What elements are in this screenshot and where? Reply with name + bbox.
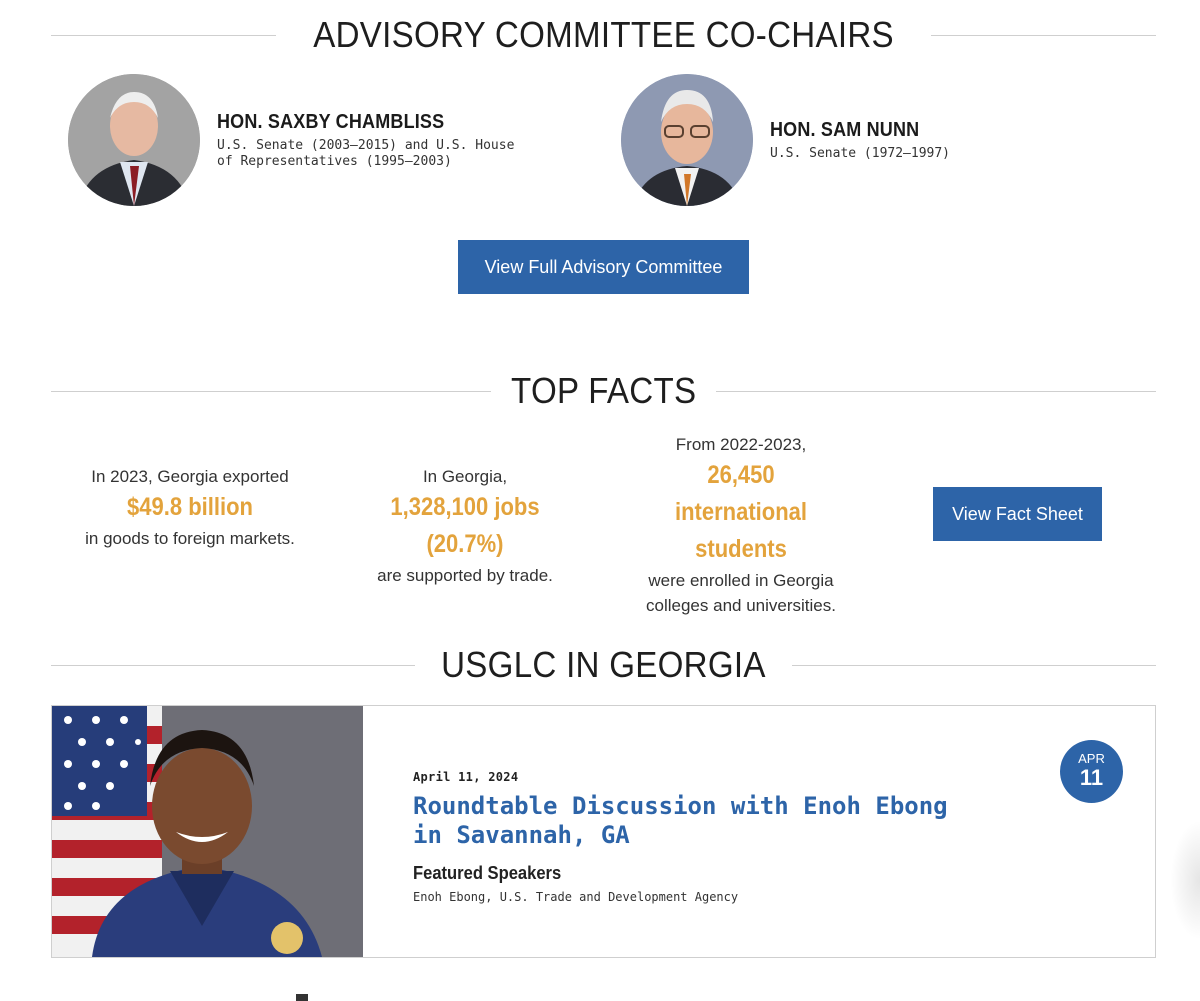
facts-section-heading: TOP FACTS	[51, 370, 1157, 412]
cochair-role: U.S. Senate (1972–1997)	[770, 145, 951, 161]
heading-rule-right	[716, 390, 1157, 392]
cochair-nunn: HON. SAM NUNN U.S. Senate (1972–1997)	[621, 74, 950, 206]
featured-speakers: Enoh Ebong, U.S. Trade and Development A…	[413, 890, 739, 904]
event-title-link[interactable]: Roundtable Discussion with Enoh Ebong in…	[413, 792, 948, 849]
advisory-heading: ADVISORY COMMITTEE CO-CHAIRS	[313, 14, 894, 55]
heading-rule-right	[791, 664, 1156, 666]
fact-pre: From 2022-2023,	[675, 435, 807, 454]
fact-highlight: 26,450 international students	[674, 461, 807, 563]
event-date: April 11, 2024	[413, 770, 519, 784]
cut-off-content	[296, 994, 308, 1001]
fact-highlight: 1,328,100 jobs (20.7%)	[390, 493, 540, 558]
scroll-edge-shadow	[1170, 820, 1200, 940]
event-card[interactable]: April 11, 2024 Roundtable Discussion wit…	[51, 705, 1156, 958]
cochair-role: U.S. Senate (2003–2015) and U.S. House o…	[217, 137, 515, 169]
cochair-name: HON. SAM NUNN	[770, 118, 920, 141]
badge-day: 11	[1079, 765, 1104, 790]
fact-post: are supported by trade.	[377, 566, 553, 585]
fact-post: were enrolled in Georgia colleges and un…	[646, 571, 836, 615]
cochair-name: HON. SAXBY CHAMBLISS	[217, 110, 445, 133]
fact-students: From 2022-2023, 26,450 international stu…	[626, 432, 856, 618]
fact-jobs: In Georgia, 1,328,100 jobs (20.7%) are s…	[340, 464, 590, 588]
facts-heading: TOP FACTS	[510, 370, 697, 411]
cochair-chambliss: HON. SAXBY CHAMBLISS U.S. Senate (2003–2…	[68, 74, 537, 206]
featured-speakers-label: Featured Speakers	[413, 863, 562, 883]
usglc-section-heading: USGLC IN GEORGIA	[51, 644, 1156, 686]
view-fact-sheet-button[interactable]: View Fact Sheet	[933, 487, 1102, 541]
usglc-heading: USGLC IN GEORGIA	[441, 644, 766, 685]
fact-exports: In 2023, Georgia exported $49.8 billion …	[70, 464, 310, 551]
fact-pre: In 2023, Georgia exported	[91, 467, 289, 486]
heading-rule-left	[51, 390, 491, 392]
view-advisory-committee-button[interactable]: View Full Advisory Committee	[458, 240, 749, 294]
nunn-photo	[621, 74, 753, 206]
heading-rule-left	[51, 664, 416, 666]
event-date-badge: APR 11	[1060, 740, 1123, 803]
fact-post: in goods to foreign markets.	[85, 529, 295, 548]
advisory-section-heading: ADVISORY COMMITTEE CO-CHAIRS	[51, 14, 1157, 56]
event-speaker-photo	[52, 706, 363, 957]
heading-rule-right	[931, 34, 1157, 36]
badge-month: APR	[1078, 751, 1105, 766]
chambliss-photo	[68, 74, 200, 206]
fact-pre: In Georgia,	[422, 467, 508, 486]
heading-rule-left	[51, 34, 276, 36]
fact-highlight: $49.8 billion	[127, 493, 253, 521]
